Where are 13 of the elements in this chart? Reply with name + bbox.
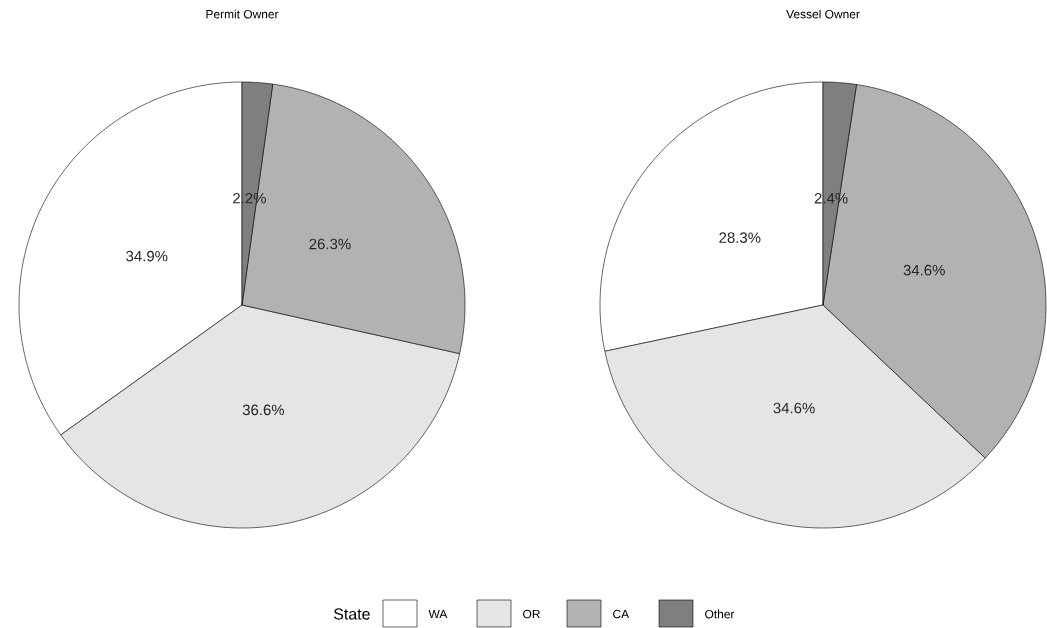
data-label: 36.6%	[242, 404, 285, 416]
data-label: 34.6%	[903, 264, 945, 276]
legend-label: CA	[613, 609, 630, 619]
legend-label: OR	[523, 609, 540, 619]
data-label: 28.3%	[719, 232, 761, 243]
chart-title: Permit Owner	[206, 9, 279, 19]
legend-label: WA	[428, 609, 448, 619]
data-label: 34.6%	[773, 402, 815, 414]
data-label: 34.9%	[126, 250, 168, 262]
legend-title: State	[333, 608, 370, 620]
data-label: 26.3%	[309, 238, 351, 250]
legend-label: Other	[705, 609, 735, 619]
chart-title: Vessel Owner	[786, 9, 860, 19]
